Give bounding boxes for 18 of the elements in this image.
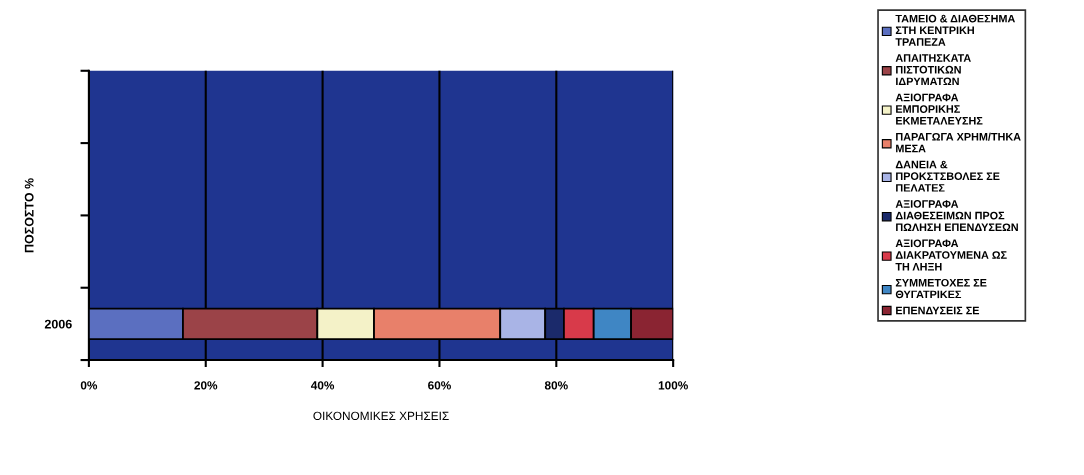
- legend-label: ΑΞΙΟΓΡΑΦΑ ΔΙΑΚΡΑΤΟΥΜΕΝΑ ΩΣ ΤΗ ΛΗΞΗ: [895, 239, 1007, 271]
- x-tick-label: 80%: [544, 381, 568, 390]
- legend-label: ΕΠΕΝΔΥΣΕΙΣ ΣΕ: [896, 306, 980, 315]
- legend-label: ΤΑΜΕΙΟ & ΔΙΑΘΕΣΗΜΑ ΣΤΗ ΚΕΝΤΡΙΚΗ ΤΡΑΠΕΖΑ: [895, 14, 1016, 46]
- legend-label: ΣΥΜΜΕΤΟΧΕΣ ΣΕ ΘΥΓΑΤΡΙΚΕΣ: [895, 278, 987, 299]
- x-axis-title: ΟΙΚΟΝΟΜΙΚΕΣ ΧΡΗΣΕΙΣ: [313, 411, 449, 420]
- x-tick-label: 100%: [658, 381, 688, 390]
- legend-label: ΠΑΡΑΓΩΓΑ ΧΡΗΜ/ΤΗΚΑ ΜΕΣΑ: [896, 132, 1021, 153]
- x-tick-label: 20%: [194, 381, 218, 390]
- x-tick-label: 60%: [428, 381, 451, 390]
- legend-label: ΔΑΝΕΙΑ & ΠΡΟΚΣΤΣΒΟΛΕΣ ΣΕ ΠΕΛΑΤΕΣ: [895, 160, 1000, 192]
- x-tick-label: 40%: [310, 381, 335, 390]
- legend-label: ΑΠΑΙΤΗΣΚΑΤΑ ΠΙΣΤΟΤΙΚΩΝ ΙΔΡΥΜΑΤΩΝ: [895, 54, 971, 86]
- legend-label: ΑΞΙΟΓΡΑΦΑ ΕΜΠΟΡΙΚΗΣ ΕΚΜΕΤΑΛΕΥΣΗΣ: [895, 93, 983, 125]
- legend-label: ΑΞΙΟΓΡΑΦΑ ΔΙΑΘΕΣΕΙΜΩΝ ΠΡΟΣ ΠΩΛΗΣΗ ΕΠΕΝΔΥΣΕΩΝ: [895, 200, 1018, 231]
- x-tick-label: 0%: [80, 381, 98, 390]
- y-tick-label: 2006: [44, 319, 72, 329]
- y-axis-title: ΠΟΣΟΣΤΟ %: [24, 178, 34, 253]
